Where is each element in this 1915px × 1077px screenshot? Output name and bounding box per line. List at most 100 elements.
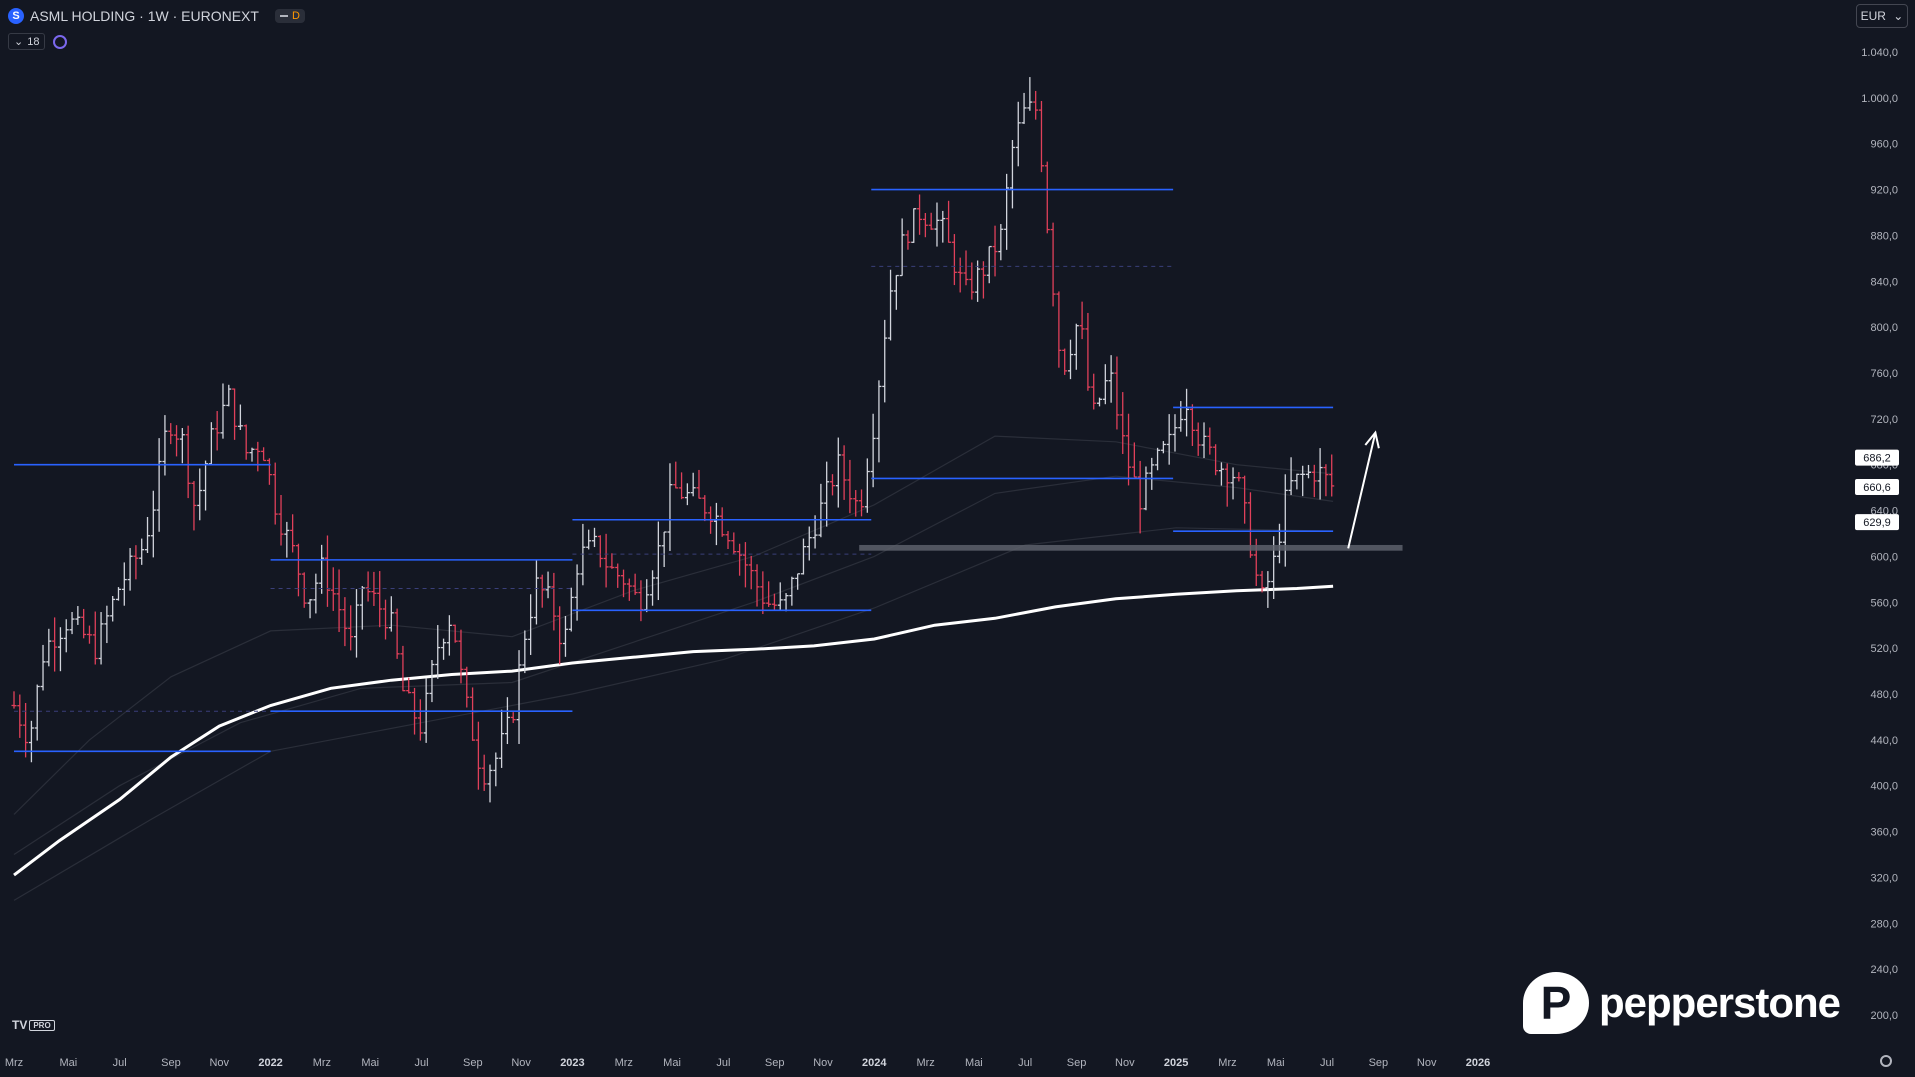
ohlc-bar <box>888 269 894 341</box>
x-tick-label: Nov <box>209 1057 229 1069</box>
projection-arrow-group <box>1347 430 1380 549</box>
ohlc-bar <box>963 250 969 286</box>
x-tick-label: Mai <box>59 1057 77 1069</box>
ohlc-bar <box>272 462 278 525</box>
ohlc-bar <box>1027 77 1033 111</box>
pepperstone-logo: P pepperstone <box>1523 972 1841 1034</box>
ohlc-bar <box>1067 339 1073 380</box>
ohlc-bar <box>1189 404 1195 446</box>
market-status-badge[interactable]: D <box>274 9 305 23</box>
chevron-down-icon: ⌄ <box>1893 9 1904 23</box>
ohlc-bar <box>115 587 121 601</box>
x-tick-label: Mai <box>361 1057 379 1069</box>
y-tick-label: 1.000,0 <box>1861 93 1898 105</box>
ohlc-bar <box>359 586 365 630</box>
ohlc-bar <box>400 645 406 692</box>
x-tick-label: Mai <box>663 1057 681 1069</box>
ohlc-bar <box>510 712 516 724</box>
chart-title[interactable]: ASML HOLDING · 1W · EURONEXT <box>30 8 259 24</box>
ohlc-bar <box>876 380 882 463</box>
ohlc-bar <box>17 694 23 738</box>
ohlc-bar <box>284 521 290 558</box>
ohlc-bar <box>632 573 638 595</box>
ohlc-bar <box>766 581 772 607</box>
ohlc-bar <box>545 571 551 599</box>
ohlc-bar <box>249 447 255 462</box>
support-zone <box>859 544 1403 551</box>
indicator-toggle-button[interactable]: ⌄ 18 <box>8 33 46 50</box>
ohlc-bar <box>655 521 661 601</box>
ohlc-bar <box>905 230 911 250</box>
currency-selector[interactable]: EUR ⌄ <box>1856 4 1908 28</box>
x-tick-label: Sep <box>765 1057 785 1069</box>
ohlc-bar <box>133 545 139 580</box>
ohlc-bar <box>388 596 394 632</box>
indicator-settings-icon[interactable] <box>53 34 68 49</box>
arrow-shaft <box>1347 432 1377 549</box>
ohlc-bar <box>690 472 696 497</box>
price-axis[interactable]: 1.040,0 1.000,0 960,0 920,0 880,0 840,0 800,0 7… <box>1861 47 1898 1022</box>
ohlc-bar <box>1311 464 1317 498</box>
ohlc-bar <box>458 629 464 684</box>
ohlc-bar <box>1114 356 1120 430</box>
chevron-down-icon: ⌄ <box>14 36 24 48</box>
ohlc-bar <box>1143 466 1149 511</box>
x-tick-label: Mai <box>1267 1057 1285 1069</box>
ohlc-bar <box>104 605 110 644</box>
ohlc-bar <box>679 472 685 500</box>
ohlc-bar <box>586 529 592 550</box>
ohlc-bar <box>992 225 998 277</box>
ohlc-bar <box>295 543 301 597</box>
ohlc-bar <box>203 460 209 511</box>
ohlc-bar <box>1213 444 1219 476</box>
price-tag-bg <box>1855 449 1899 466</box>
ohlc-bar <box>864 458 870 513</box>
ohlc-bar <box>191 481 197 531</box>
ohlc-bar <box>1056 291 1062 368</box>
ohlc-bar <box>824 461 830 527</box>
ohlc-bar <box>127 548 133 591</box>
ohlc-bar <box>893 274 899 310</box>
ohlc-bar <box>591 527 597 548</box>
ohlc-bar <box>185 425 191 499</box>
ohlc-bar <box>1265 571 1271 608</box>
badge-label: D <box>291 10 300 22</box>
x-tick-label: Sep <box>161 1057 181 1069</box>
ohlc-bar <box>324 535 330 607</box>
ohlc-bar <box>365 571 371 602</box>
y-tick-label: 920,0 <box>1870 185 1898 197</box>
ohlc-bar <box>533 560 539 625</box>
ohlc-bar <box>870 413 876 488</box>
ohlc-bar <box>481 754 487 791</box>
ohlc-bar <box>568 587 574 632</box>
tradingview-logo[interactable]: TV PRO <box>12 1018 55 1032</box>
ohlc-bar <box>1073 323 1079 370</box>
ohlc-bar <box>1004 173 1010 250</box>
ohlc-bar <box>174 425 180 457</box>
ma-faint-1-line <box>13 435 1334 815</box>
ohlc-bar <box>11 691 17 709</box>
ohlc-bar <box>1050 222 1056 307</box>
x-tick-label: Jul <box>1018 1057 1032 1069</box>
y-tick-label: 880,0 <box>1870 230 1898 242</box>
ohlc-bar <box>40 644 46 691</box>
time-axis[interactable]: Mrz Mai Jul Sep Nov 2022 Mrz Mai Jul Sep Nov 2023 Mr… <box>5 1057 1490 1069</box>
ohlc-bar <box>957 257 963 293</box>
ohlc-bar <box>1236 472 1242 482</box>
y-tick-label: 240,0 <box>1870 964 1898 976</box>
ohlc-bar <box>1300 465 1306 497</box>
ohlc-bar <box>499 709 505 768</box>
ohlc-bar <box>1108 355 1114 403</box>
ohlc-bar <box>75 606 81 625</box>
ohlc-bar <box>1102 364 1108 405</box>
ohlc-bar <box>777 582 783 611</box>
ohlc-bar <box>371 571 377 606</box>
gear-icon[interactable] <box>1880 1055 1892 1067</box>
ohlc-bar <box>853 490 859 517</box>
ohlc-bar <box>859 489 865 517</box>
price-tag-label: 629,9 <box>1863 517 1891 529</box>
ma-faint-3-line <box>13 527 1334 901</box>
ohlc-bar <box>719 507 725 537</box>
ohlc-bar <box>1015 101 1021 167</box>
